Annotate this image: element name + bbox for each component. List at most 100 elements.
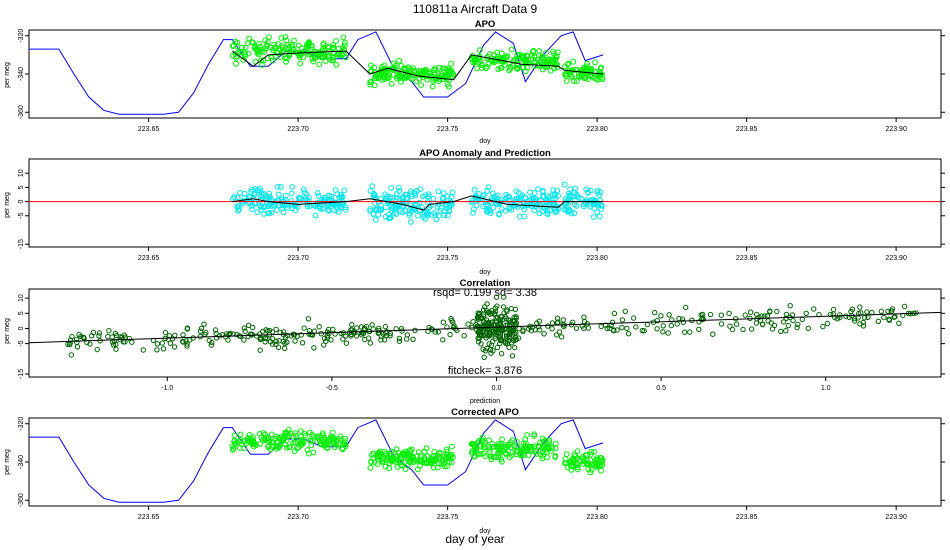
correlation-data-point [396, 335, 403, 342]
corrected-apo-data-point [499, 436, 506, 443]
correlation-data-point [509, 353, 516, 359]
correlation-data-point [878, 308, 884, 314]
anomaly-data-point [312, 212, 319, 219]
corrected-apo-data-point [552, 440, 559, 447]
anomaly-data-point [236, 203, 242, 210]
corrected-apo-data-point [278, 433, 285, 440]
correlation-data-point [768, 320, 774, 326]
correlation-data-point [94, 346, 100, 353]
anomaly-data-point [275, 191, 282, 198]
apo-data-point [333, 38, 340, 44]
apo-data-point [232, 38, 239, 45]
correlation-data-point [498, 351, 505, 357]
correlation-data-point [665, 330, 671, 336]
corrected-apo-series-line-0 [29, 419, 604, 503]
correlation-data-point [264, 335, 270, 342]
corrected-apo-data-point [591, 448, 597, 455]
anomaly-data-point [433, 216, 440, 223]
apo-data-point [238, 48, 245, 55]
anomaly-data-point [423, 209, 430, 216]
correlation-data-point [376, 327, 382, 334]
apo-data-point [234, 43, 241, 50]
corrected-apo-data-point [298, 428, 304, 435]
corrected-apo-data-point [546, 437, 553, 444]
correlation-data-point [201, 321, 207, 327]
correlation-xtick-label: 0.0 [492, 385, 502, 392]
apo-data-point [309, 56, 316, 62]
corrected-apo-xtick-label: 223.65 [138, 514, 160, 521]
correlation-data-point [658, 313, 664, 319]
corrected-apo-data-point [431, 452, 438, 459]
correlation-data-point [159, 340, 166, 346]
correlation-data-point [669, 317, 675, 323]
correlation-xtick-label: -0.5 [326, 385, 338, 392]
corrected-apo-data-point [393, 457, 399, 464]
apo-data-point [439, 65, 446, 72]
apo-data-point [563, 78, 570, 84]
correlation-data-point [126, 335, 133, 342]
correlation-scatter-series [65, 294, 919, 360]
correlation-data-point [506, 333, 513, 340]
apo-data-point [246, 35, 253, 42]
correlation-data-point [556, 329, 563, 335]
anomaly-data-point [502, 207, 509, 214]
corrected-apo-data-point [340, 446, 346, 453]
correlation-data-point [140, 347, 147, 353]
correlation-data-point [269, 341, 276, 347]
correlation-data-point [440, 319, 446, 325]
correlation-data-point [541, 331, 547, 337]
correlation-data-point [219, 332, 225, 338]
correlation-data-point [851, 318, 858, 324]
anomaly-data-point [249, 186, 255, 193]
correlation-data-point [257, 331, 263, 337]
corrected-apo-data-point [542, 446, 549, 453]
correlation-data-point [811, 306, 817, 312]
correlation-data-point [740, 326, 746, 333]
apo-panel-title: APO [475, 19, 496, 30]
correlation-data-point [901, 303, 908, 310]
corrected-apo-panel-title: Corrected APO [451, 407, 519, 418]
correlation-data-point [475, 323, 481, 329]
corrected-apo-data-point [309, 438, 316, 444]
correlation-data-point [698, 316, 705, 323]
apo-data-point [522, 60, 529, 66]
correlation-data-point [888, 308, 894, 314]
corrected-apo-data-point [481, 450, 487, 457]
corrected-apo-data-point [535, 443, 542, 449]
correlation-data-point [830, 306, 837, 313]
apo-data-point [333, 61, 340, 68]
apo-data-point [286, 51, 293, 58]
anomaly-data-point [408, 219, 414, 225]
correlation-data-point [674, 321, 680, 327]
correlation-xtick-label: -1.0 [161, 385, 173, 392]
correlation-data-point [247, 331, 254, 337]
correlation-data-point [625, 331, 632, 337]
corrected-apo-data-point [379, 458, 386, 465]
anomaly-data-point [303, 190, 310, 197]
anomaly-data-point [441, 212, 448, 219]
correlation-data-point [396, 338, 403, 344]
anomaly-xtick-label: 223.85 [736, 255, 758, 262]
corrected-apo-xtick-label: 223.70 [287, 514, 309, 521]
anomaly-data-point [428, 212, 435, 218]
apo-data-point [582, 74, 589, 81]
anomaly-data-point [471, 186, 478, 193]
correlation-data-point [843, 313, 849, 319]
corrected-apo-data-point [275, 434, 282, 441]
apo-data-point [543, 61, 550, 67]
correlation-data-point [160, 346, 167, 352]
correlation-data-point [654, 318, 660, 324]
corrected-apo-data-point [286, 444, 293, 451]
correlation-data-point [783, 315, 789, 321]
corrected-apo-data-point [299, 436, 306, 443]
correlation-data-point [803, 310, 809, 316]
correlation-data-point [507, 322, 513, 329]
corrected-apo-data-point [552, 454, 558, 461]
correlation-data-point [512, 337, 518, 343]
apo-data-point [398, 62, 405, 69]
apo-data-point [483, 65, 489, 72]
correlation-data-point [483, 335, 489, 341]
anomaly-data-point [375, 211, 382, 218]
apo-data-point [233, 55, 240, 61]
correlation-data-point [682, 329, 688, 335]
